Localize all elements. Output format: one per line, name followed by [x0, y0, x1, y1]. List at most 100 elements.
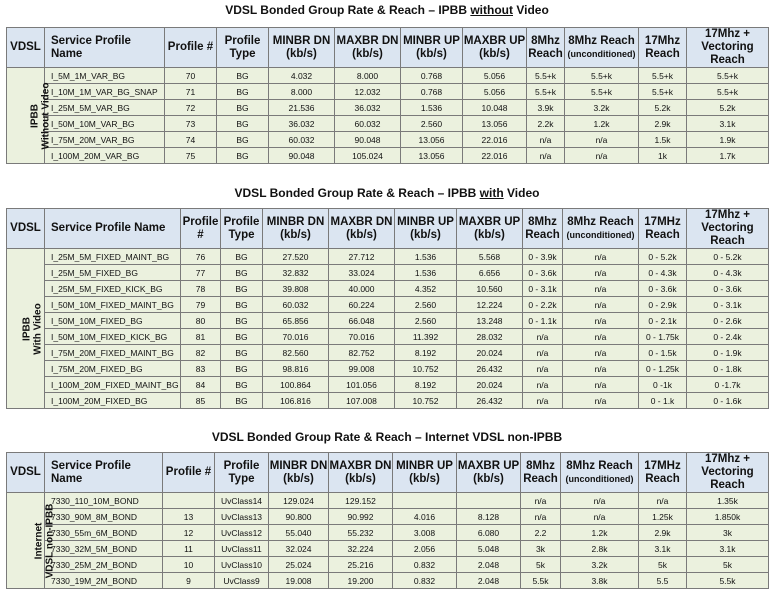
- reach-8mhz-unconditioned-value: n/a: [564, 147, 639, 164]
- col-header-minbr-dn: MINBR DN (kb/s): [268, 27, 335, 68]
- reach-8mhz-value: n/a: [522, 328, 563, 345]
- reach-8mhz-unconditioned-value: n/a: [562, 376, 639, 393]
- reach-17mhz-value: 0 - 1.25k: [638, 360, 687, 377]
- vdsl-group-label: IPBB With Video: [6, 248, 45, 409]
- profile-type: BG: [220, 248, 263, 265]
- reach-8mhz-unconditioned-value: n/a: [562, 264, 639, 281]
- reach-8mhz-unconditioned-value: n/a: [562, 360, 639, 377]
- profile-number: 13: [162, 508, 215, 525]
- profile-number: 83: [180, 360, 221, 377]
- reach-8mhz-value: 5.5k: [520, 572, 561, 589]
- profile-number: 78: [180, 280, 221, 297]
- profile-number: 73: [164, 115, 217, 132]
- minbr-dn-value: 25.024: [268, 556, 329, 573]
- service-profile-name: 7330_110_10M_BOND: [44, 492, 163, 509]
- minbr-up-value: 0.768: [400, 83, 463, 100]
- maxbr-dn-value: 60.224: [328, 296, 395, 313]
- col-header-maxbr-dn: MAXBR DN (kb/s): [328, 452, 393, 493]
- profile-number: 72: [164, 99, 217, 116]
- reach-8mhz-value: 0 - 3.9k: [522, 248, 563, 265]
- reach-17mhz-value: 0 - 1.5k: [638, 344, 687, 361]
- reach-8mhz-value: 2.2k: [526, 115, 565, 132]
- maxbr-up-value: 6.656: [456, 264, 523, 281]
- col-header-vdsl: VDSL: [6, 208, 45, 249]
- table-row: I_25M_5M_FIXED_KICK_BG 78 BG 39.808 40.000 4.…: [7, 280, 769, 297]
- maxbr-up-value: 5.056: [462, 83, 527, 100]
- reach-17mhz-vectoring-value: 5.5+k: [686, 83, 769, 100]
- reach-17mhz-vectoring-value: 5.5+k: [686, 67, 769, 84]
- col-header-maxbr-dn: MAXBR DN (kb/s): [328, 208, 395, 249]
- maxbr-dn-value: 82.752: [328, 344, 395, 361]
- col-header-8mhz-reach-unconditioned: 8Mhz Reach (unconditioned): [564, 27, 639, 68]
- maxbr-dn-value: 107.008: [328, 392, 395, 409]
- col-header-profile-type: Profile Type: [216, 27, 269, 68]
- reach-8mhz-unconditioned-value: n/a: [562, 248, 639, 265]
- reach-8mhz-value: n/a: [522, 376, 563, 393]
- profile-number: 75: [164, 147, 217, 164]
- col-header-profile-type: Profile Type: [214, 452, 269, 493]
- reach-8mhz-value: n/a: [522, 392, 563, 409]
- minbr-dn-value: 60.032: [262, 296, 329, 313]
- maxbr-dn-value: 129.152: [328, 492, 393, 509]
- service-profile-name: I_25M_5M_FIXED_MAINT_BG: [44, 248, 181, 265]
- minbr-dn-value: 27.520: [262, 248, 329, 265]
- table-row: I_100M_20M_FIXED_BG 85 BG 106.816 107.008 10.…: [7, 392, 769, 409]
- maxbr-up-value: 8.128: [456, 508, 521, 525]
- reach-17mhz-vectoring-value: 3k: [686, 524, 769, 541]
- maxbr-dn-value: 99.008: [328, 360, 395, 377]
- minbr-up-value: 10.752: [394, 360, 457, 377]
- reach-17mhz-vectoring-value: 0 - 2.4k: [686, 328, 769, 345]
- maxbr-dn-value: 25.216: [328, 556, 393, 573]
- maxbr-up-value: 10.560: [456, 280, 523, 297]
- reach-8mhz-unconditioned-value: 5.5+k: [564, 67, 639, 84]
- service-profile-name: I_50M_10M_VAR_BG: [44, 115, 165, 132]
- reach-17mhz-vectoring-value: 0 - 3.1k: [686, 296, 769, 313]
- minbr-dn-value: 8.000: [268, 83, 335, 100]
- reach-17mhz-value: 3.1k: [638, 540, 687, 557]
- maxbr-dn-value: 60.032: [334, 115, 401, 132]
- minbr-dn-value: 39.808: [262, 280, 329, 297]
- maxbr-up-value: 2.048: [456, 572, 521, 589]
- maxbr-up-value: 2.048: [456, 556, 521, 573]
- reach-17mhz-value: 0 - 4.3k: [638, 264, 687, 281]
- reach-17mhz-value: 2.9k: [638, 524, 687, 541]
- reach-8mhz-unconditioned-value: n/a: [560, 508, 639, 525]
- table-row: I_100M_20M_VAR_BG 75 BG 90.048 105.024 13.056…: [7, 147, 769, 164]
- minbr-dn-value: 106.816: [262, 392, 329, 409]
- reach-17mhz-vectoring-value: 0 - 5.2k: [686, 248, 769, 265]
- profile-type: BG: [216, 83, 269, 100]
- reach-8mhz-value: 0 - 2.2k: [522, 296, 563, 313]
- section-title-ipbb-without-video: VDSL Bonded Group Rate & Reach – IPBB wi…: [225, 3, 549, 17]
- reach-8mhz-value: 5.5+k: [526, 67, 565, 84]
- minbr-dn-value: 36.032: [268, 115, 335, 132]
- minbr-up-value: 1.536: [394, 248, 457, 265]
- profile-number: [162, 492, 215, 509]
- col-header-8mhz-reach-unconditioned: 8Mhz Reach (unconditioned): [560, 452, 639, 493]
- profile-type: BG: [220, 264, 263, 281]
- reach-8mhz-unconditioned-value: n/a: [562, 392, 639, 409]
- table-row: I_50M_10M_FIXED_MAINT_BG 79 BG 60.032 60.224…: [7, 296, 769, 313]
- profile-type: BG: [220, 296, 263, 313]
- section-title-ipbb-with-video: VDSL Bonded Group Rate & Reach – IPBB wi…: [234, 186, 540, 200]
- profile-type: UvClass9: [214, 572, 269, 589]
- profile-number: 71: [164, 83, 217, 100]
- minbr-up-value: 3.008: [392, 524, 457, 541]
- minbr-up-value: 1.536: [400, 99, 463, 116]
- table-row: I_25M_5M_VAR_BG 72 BG 21.536 36.032 1.536 10.0…: [7, 99, 769, 116]
- col-header-8mhz-reach: 8Mhz Reach: [522, 208, 563, 249]
- reach-17mhz-value: 1.25k: [638, 508, 687, 525]
- profile-type: BG: [216, 115, 269, 132]
- reach-8mhz-value: 5k: [520, 556, 561, 573]
- maxbr-up-value: 22.016: [462, 131, 527, 148]
- maxbr-up-value: 20.024: [456, 344, 523, 361]
- col-header-maxbr-up: MAXBR UP (kb/s): [456, 208, 523, 249]
- profile-type: BG: [220, 392, 263, 409]
- minbr-up-value: 10.752: [394, 392, 457, 409]
- reach-8mhz-unconditioned-value: n/a: [562, 312, 639, 329]
- col-header-17mhz-reach: 17MHz Reach: [638, 208, 687, 249]
- profile-type: BG: [220, 376, 263, 393]
- minbr-up-value: 0.768: [400, 67, 463, 84]
- reach-8mhz-unconditioned-value: 5.5+k: [564, 83, 639, 100]
- profile-type: BG: [216, 99, 269, 116]
- service-profile-name: I_10M_1M_VAR_BG_SNAP: [44, 83, 165, 100]
